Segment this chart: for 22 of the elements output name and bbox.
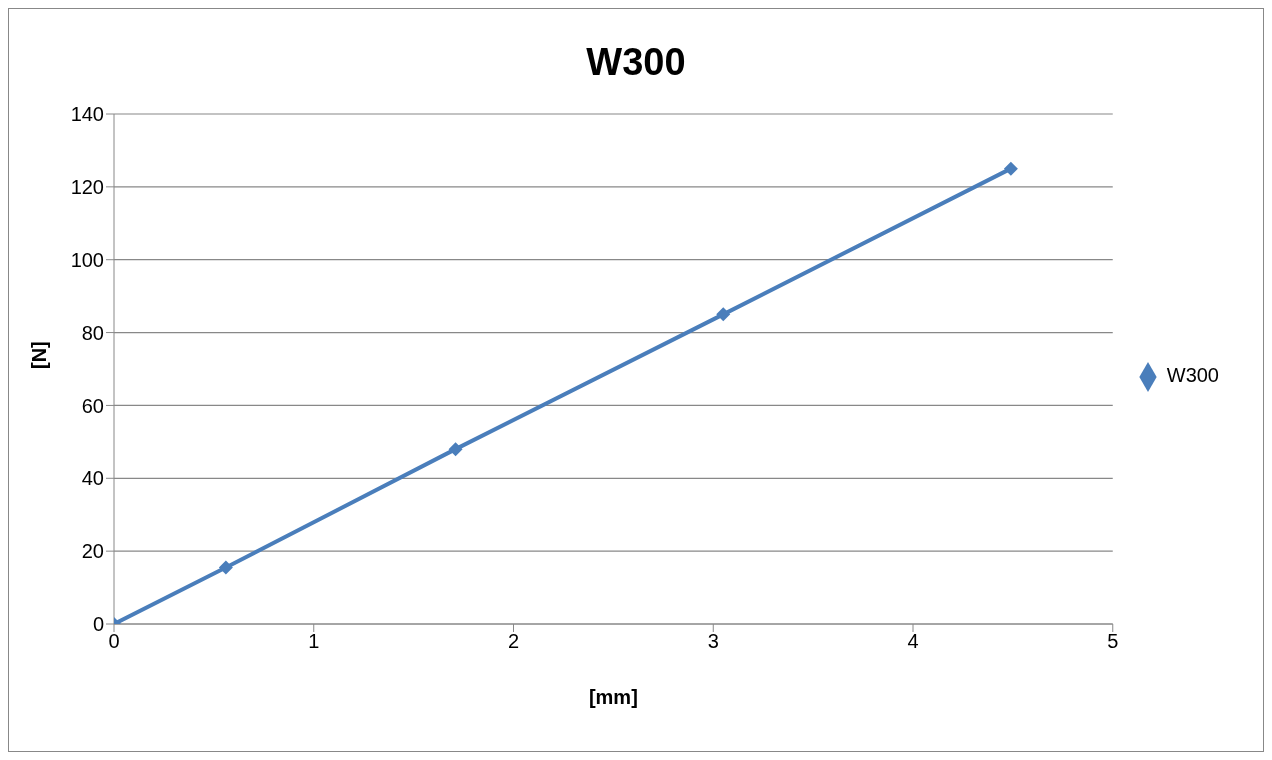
y-tick-label: 140 xyxy=(70,103,104,126)
x-tick-label: 4 xyxy=(907,630,919,653)
x-tick-label: 1 xyxy=(308,630,320,653)
point xyxy=(1003,161,1018,176)
y-axis-title: [N] xyxy=(28,341,51,369)
y-tick-label: 80 xyxy=(81,321,104,344)
chart-title: W300 xyxy=(585,41,687,84)
point xyxy=(448,442,463,457)
y-tick-label: 100 xyxy=(70,248,104,271)
y-tick-label: 120 xyxy=(70,175,104,198)
legend-label: W300 xyxy=(1166,363,1219,386)
y-tick-label: 0 xyxy=(92,613,104,636)
y-tick-label: 40 xyxy=(81,467,104,490)
x-tick-label: 5 xyxy=(1107,630,1119,653)
x-tick-label: 0 xyxy=(108,630,120,653)
y-tick-label: 20 xyxy=(81,540,104,563)
point xyxy=(218,560,233,575)
point xyxy=(716,307,731,322)
x-tick-label: 2 xyxy=(507,630,520,653)
x-tick-label: 3 xyxy=(707,630,719,653)
y-tick-label: 60 xyxy=(81,394,104,417)
x-axis-title: [mm] xyxy=(588,686,638,708)
